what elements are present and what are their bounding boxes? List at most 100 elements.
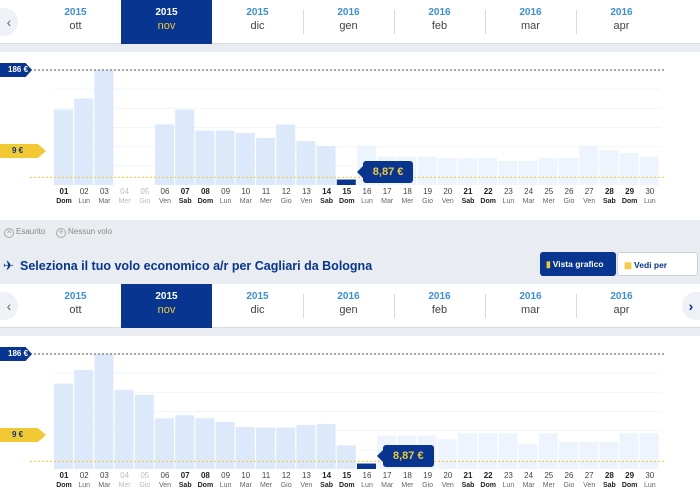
month-tab-feb-bottom[interactable]: 2016 feb [394, 284, 485, 328]
prev-month-button[interactable]: ‹ [0, 8, 18, 36]
day-label-26[interactable]: 26 Gio [559, 187, 579, 206]
day-label-11-bottom[interactable]: 11 Mer [256, 471, 276, 490]
day-label-03-bottom[interactable]: 03 Mar [94, 471, 114, 490]
day-label-17-bottom[interactable]: 17 Mar [377, 471, 397, 490]
price-bar-25[interactable] [538, 157, 558, 185]
day-label-20-bottom[interactable]: 20 Ven [438, 471, 458, 490]
price-bar-15[interactable] [336, 179, 356, 185]
price-bar-01[interactable] [54, 109, 73, 185]
price-bar-21[interactable] [458, 157, 477, 185]
price-bar-30[interactable] [639, 156, 659, 185]
month-tab-nov-bottom[interactable]: 2015 nov [121, 284, 212, 328]
day-label-23[interactable]: 23 Lun [498, 187, 518, 206]
day-label-30-bottom[interactable]: 30 Lun [640, 471, 660, 490]
day-label-08-bottom[interactable]: 08 Dom [195, 471, 215, 490]
day-label-16-bottom[interactable]: 16 Lun [357, 471, 377, 490]
day-label-29-bottom[interactable]: 29 Dom [620, 471, 640, 490]
month-tab-ott-bottom[interactable]: 2015 ott [30, 284, 121, 328]
price-bar-30-bottom[interactable] [639, 433, 659, 469]
month-tab-gen[interactable]: 2016 gen [303, 0, 394, 44]
price-bar-23[interactable] [498, 160, 518, 185]
price-bar-26-bottom[interactable] [559, 441, 578, 469]
price-bar-22[interactable] [478, 157, 498, 185]
day-label-28[interactable]: 28 Sab [599, 187, 619, 206]
price-bar-20-bottom[interactable] [437, 439, 457, 469]
day-label-15-bottom[interactable]: 15 Dom [337, 471, 357, 490]
month-tab-dic[interactable]: 2015 dic [212, 0, 303, 44]
month-tab-apr-bottom[interactable]: 2016 apr [576, 284, 667, 328]
day-label-04[interactable]: 04 Mer [115, 187, 135, 206]
price-bar-19[interactable] [417, 156, 437, 185]
price-bar-28[interactable] [599, 150, 619, 185]
day-label-24-bottom[interactable]: 24 Mar [519, 471, 539, 490]
day-label-19-bottom[interactable]: 19 Gio [418, 471, 438, 490]
price-bar-29-bottom[interactable] [619, 433, 639, 469]
day-label-25[interactable]: 25 Mer [539, 187, 559, 206]
day-label-06-bottom[interactable]: 06 Ven [155, 471, 175, 490]
price-bar-11-bottom[interactable] [256, 427, 275, 469]
day-label-01[interactable]: 01 Dom [54, 187, 74, 206]
day-label-06[interactable]: 06 Ven [155, 187, 175, 206]
price-bar-24[interactable] [518, 160, 538, 185]
day-label-16[interactable]: 16 Lun [357, 187, 377, 206]
day-label-27[interactable]: 27 Ven [579, 187, 599, 206]
month-tab-feb[interactable]: 2016 feb [394, 0, 485, 44]
month-view-button[interactable]: ▦Vedi per mese [617, 252, 698, 294]
day-label-07-bottom[interactable]: 07 Sab [175, 471, 195, 490]
price-bar-10-bottom[interactable] [235, 426, 255, 469]
day-label-14-bottom[interactable]: 14 Sab [317, 471, 337, 490]
day-label-22[interactable]: 22 Dom [478, 187, 498, 206]
price-bar-13[interactable] [296, 141, 316, 185]
price-bar-14[interactable] [316, 146, 336, 185]
price-bar-23-bottom[interactable] [498, 433, 518, 469]
day-label-12[interactable]: 12 Gio [276, 187, 296, 206]
day-label-21-bottom[interactable]: 21 Sab [458, 471, 478, 490]
price-bar-04-bottom[interactable] [114, 389, 134, 469]
day-label-11[interactable]: 11 Mer [256, 187, 276, 206]
price-bar-21-bottom[interactable] [458, 433, 477, 469]
day-label-14[interactable]: 14 Sab [317, 187, 337, 206]
day-label-09-bottom[interactable]: 09 Lun [216, 471, 236, 490]
price-bar-27[interactable] [579, 145, 599, 185]
day-label-19[interactable]: 19 Gio [418, 187, 438, 206]
day-label-23-bottom[interactable]: 23 Lun [498, 471, 518, 490]
price-bar-09[interactable] [215, 130, 235, 185]
price-bar-07[interactable] [175, 109, 195, 185]
day-label-26-bottom[interactable]: 26 Gio [559, 471, 579, 490]
price-bar-06[interactable] [155, 124, 174, 185]
day-label-13[interactable]: 13 Ven [296, 187, 316, 206]
price-bar-02-bottom[interactable] [74, 370, 94, 469]
month-tab-ott[interactable]: 2015 ott [30, 0, 121, 44]
day-label-02[interactable]: 02 Lun [74, 187, 94, 206]
day-label-18-bottom[interactable]: 18 Mer [397, 471, 417, 490]
price-bar-22-bottom[interactable] [478, 433, 498, 469]
price-bar-24-bottom[interactable] [518, 444, 538, 469]
day-label-17[interactable]: 17 Mar [377, 187, 397, 206]
price-bar-28-bottom[interactable] [599, 441, 619, 469]
price-bar-27-bottom[interactable] [579, 441, 599, 469]
month-tab-gen-bottom[interactable]: 2016 gen [303, 284, 394, 328]
day-label-05-bottom[interactable]: 05 Gio [135, 471, 155, 490]
day-label-18[interactable]: 18 Mer [397, 187, 417, 206]
day-label-20[interactable]: 20 Ven [438, 187, 458, 206]
day-label-30[interactable]: 30 Lun [640, 187, 660, 206]
day-label-27-bottom[interactable]: 27 Ven [579, 471, 599, 490]
price-bar-15-bottom[interactable] [336, 445, 356, 469]
day-label-29[interactable]: 29 Dom [620, 187, 640, 206]
day-label-22-bottom[interactable]: 22 Dom [478, 471, 498, 490]
day-label-10[interactable]: 10 Mar [236, 187, 256, 206]
day-label-28-bottom[interactable]: 28 Sab [599, 471, 619, 490]
price-bar-05-bottom[interactable] [134, 394, 154, 469]
price-bar-08-bottom[interactable] [195, 418, 215, 469]
price-bar-03-bottom[interactable] [94, 354, 114, 469]
price-bar-03[interactable] [94, 70, 114, 185]
day-label-10-bottom[interactable]: 10 Mar [236, 471, 256, 490]
day-label-02-bottom[interactable]: 02 Lun [74, 471, 94, 490]
day-label-01-bottom[interactable]: 01 Dom [54, 471, 74, 490]
price-bar-08[interactable] [195, 130, 215, 185]
month-tab-mar[interactable]: 2016 mar [485, 0, 576, 44]
month-tab-apr[interactable]: 2016 apr [576, 0, 667, 44]
next-month-button-bottom[interactable]: › [682, 292, 700, 320]
day-label-21[interactable]: 21 Sab [458, 187, 478, 206]
day-label-09[interactable]: 09 Lun [216, 187, 236, 206]
